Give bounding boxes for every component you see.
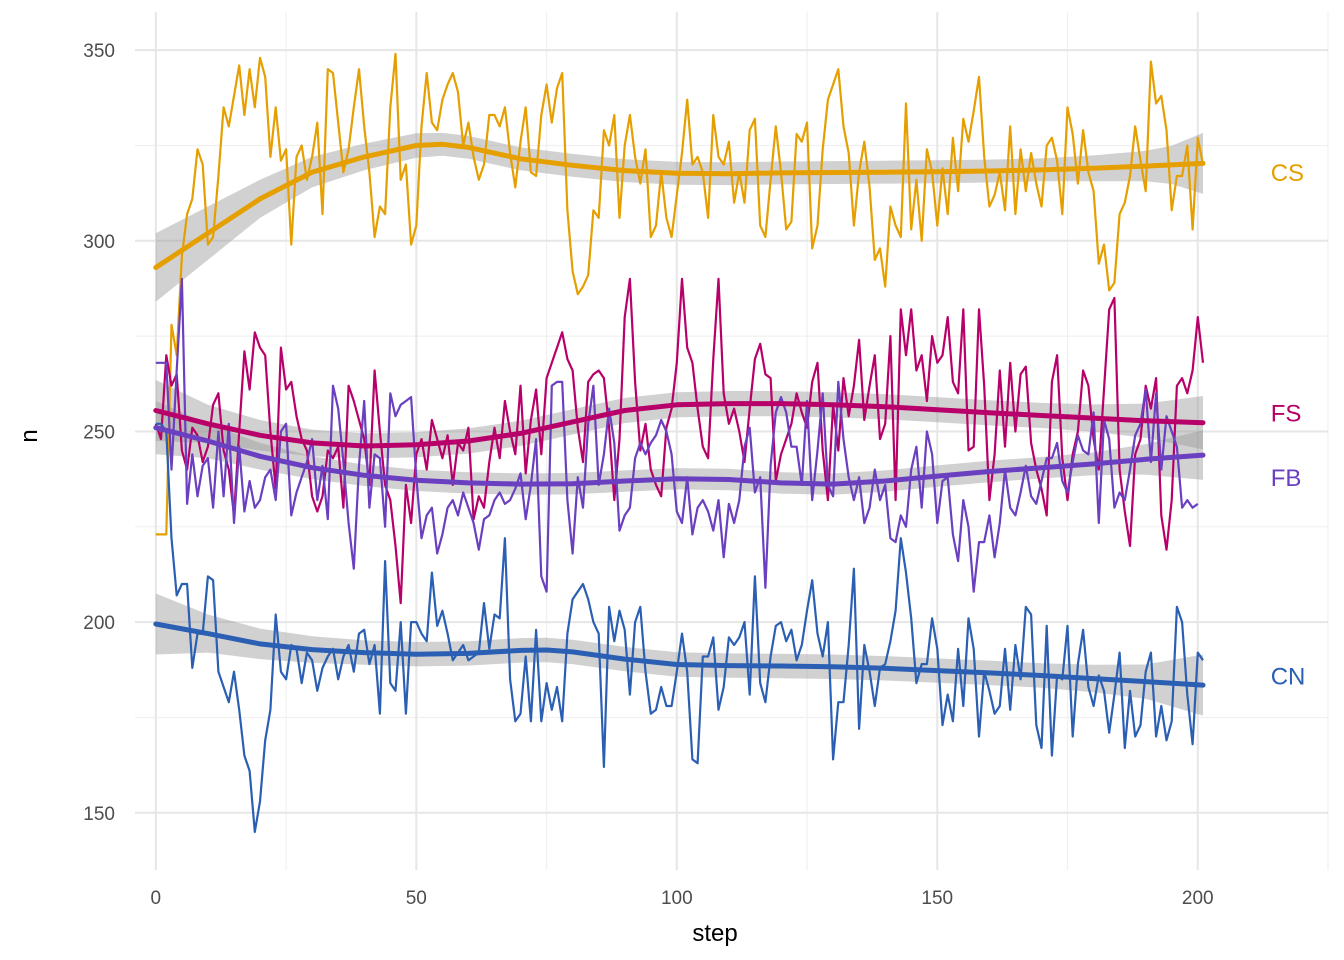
y-tick-label: 200 <box>83 613 115 634</box>
x-tick-label: 200 <box>1182 888 1214 909</box>
y-tick-label: 300 <box>83 232 115 253</box>
series-label-fs: FS <box>1271 400 1302 427</box>
smooth-trend-lines <box>153 141 1206 688</box>
series-direct-labels: CS FS FB CN <box>1271 160 1306 690</box>
x-tick-label: 150 <box>921 888 953 909</box>
raw-line-fb <box>155 277 1199 593</box>
x-axis-title: step <box>692 920 737 947</box>
smooth-line-fb <box>153 425 1206 487</box>
smooth-line-cs <box>153 141 1206 270</box>
x-tick-label: 50 <box>406 888 427 909</box>
y-axis-title: n <box>16 429 43 442</box>
major-grid <box>135 12 1328 870</box>
x-tick-label: 100 <box>661 888 693 909</box>
y-tick-label: 350 <box>83 41 115 62</box>
series-label-cn: CN <box>1271 664 1306 691</box>
y-tick-label: 150 <box>83 804 115 825</box>
y-axis-tick-labels: 150 200 250 300 350 <box>83 41 115 825</box>
ci-ribbon-fs <box>155 380 1203 459</box>
ci-ribbon-fb <box>155 401 1203 495</box>
y-tick-label: 250 <box>83 422 115 443</box>
smooth-line-fs <box>153 401 1206 449</box>
series-label-fb: FB <box>1271 465 1302 492</box>
series-label-cs: CS <box>1271 160 1304 187</box>
minor-grid <box>135 12 1329 870</box>
x-tick-label: 0 <box>151 888 162 909</box>
x-axis-tick-labels: 0 50 100 150 200 <box>151 888 1214 909</box>
smooth-line-cn <box>153 621 1206 688</box>
